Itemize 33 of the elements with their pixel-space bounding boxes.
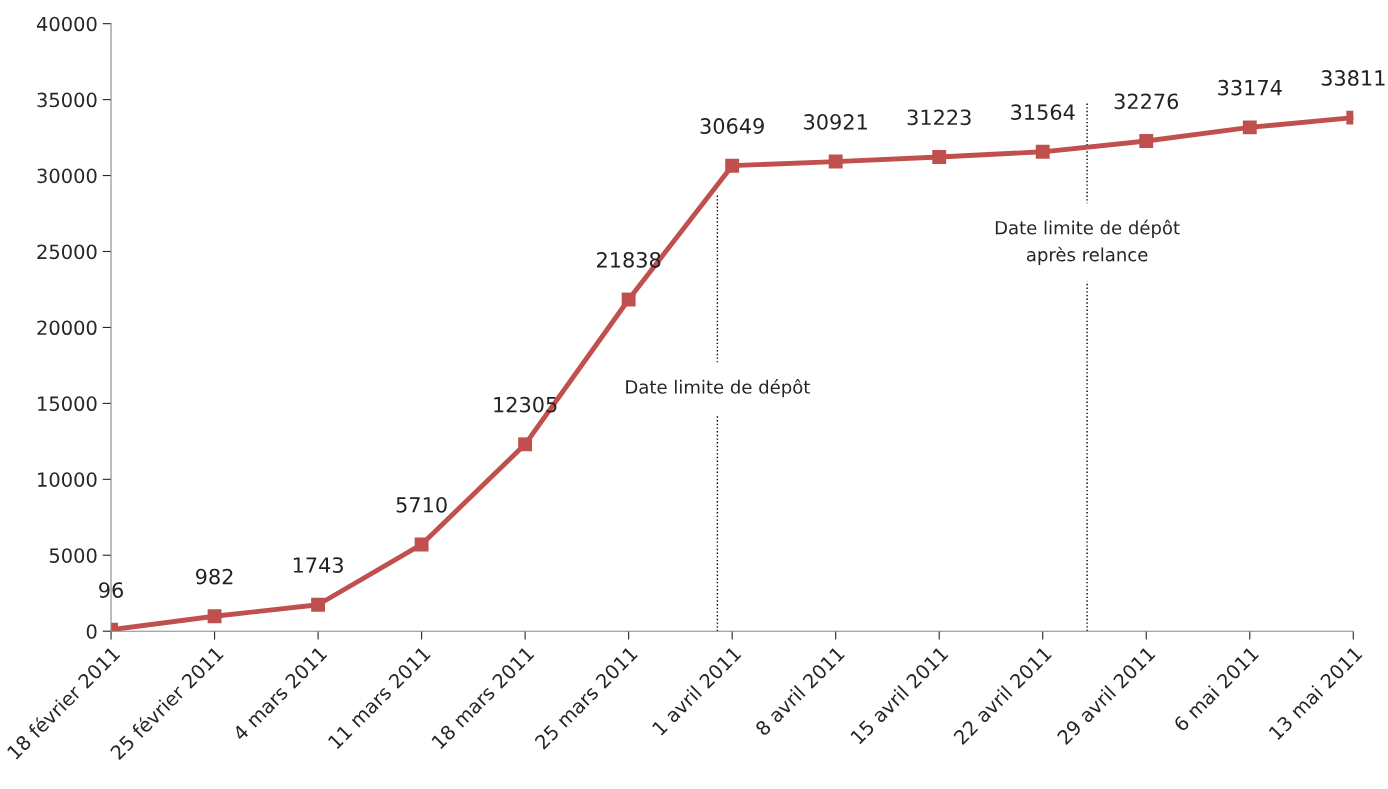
point	[1242, 120, 1257, 135]
y-tick-label: 20000	[37, 320, 97, 336]
data-label: 982	[195, 568, 233, 585]
y-tick-label: 5000	[49, 548, 97, 563]
data-label: 96	[99, 582, 123, 598]
ref-line-label: Date limite de dépôt	[626, 379, 810, 398]
data-label: 31223	[907, 109, 971, 126]
point	[1139, 134, 1154, 148]
data-label: 33174	[1218, 79, 1282, 96]
y-tick-label: 25000	[37, 244, 97, 260]
y-tick-label: 0	[86, 624, 97, 639]
point	[621, 292, 636, 307]
point	[725, 158, 740, 173]
point	[414, 537, 429, 552]
point	[828, 154, 843, 169]
data-label: 32276	[1114, 93, 1179, 110]
point	[311, 597, 326, 612]
y-tick-label: 30000	[37, 168, 97, 184]
y-tick-label: 35000	[37, 92, 97, 108]
data-label: 1743	[293, 557, 343, 573]
data-label: 30649	[700, 118, 764, 134]
y-tick-label: 40000	[36, 16, 97, 32]
data-label: 5710	[396, 496, 447, 513]
y-tick-label: 15000	[38, 396, 97, 412]
point	[207, 609, 222, 624]
point	[1035, 144, 1050, 159]
point	[518, 437, 533, 452]
data-label: 30921	[804, 113, 867, 130]
point	[932, 150, 947, 164]
data-label: 31564	[1011, 104, 1075, 120]
data-label: 33811	[1321, 70, 1385, 86]
y-tick-label: 10000	[38, 472, 97, 487]
ref-line-label: Date limite de dépôt après relance	[995, 219, 1180, 265]
